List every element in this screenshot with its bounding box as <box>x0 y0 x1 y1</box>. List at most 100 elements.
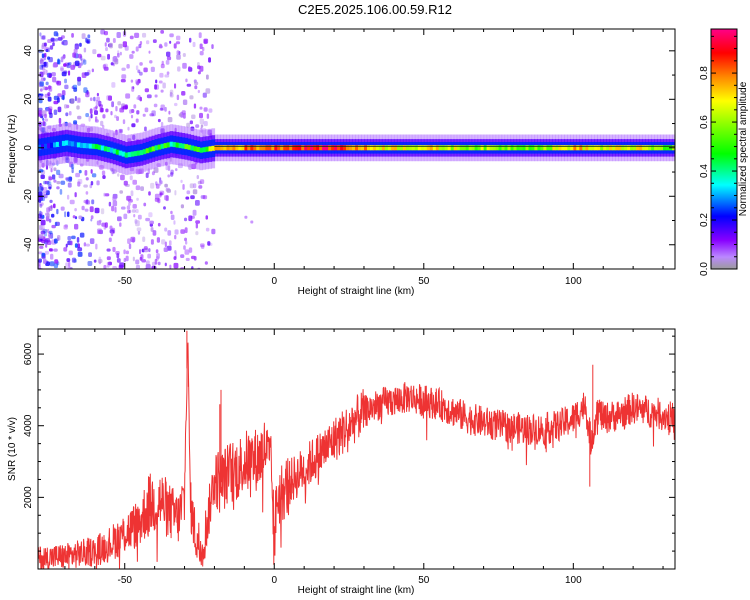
ridge-core-cell <box>426 145 431 151</box>
noise-cell <box>135 185 141 191</box>
noise-cell <box>159 192 163 196</box>
noise-cell <box>75 172 80 178</box>
noise-cell <box>38 186 43 192</box>
noise-cell <box>155 183 160 189</box>
noise-cell <box>84 170 88 176</box>
ridge-core-cell <box>621 145 625 151</box>
noise-cell <box>84 72 90 76</box>
noise-cell <box>120 79 126 83</box>
noise-cell <box>121 67 126 71</box>
ridge-core-cell <box>139 150 144 156</box>
noise-cell <box>158 80 163 84</box>
noise-cell <box>117 173 120 177</box>
ridge-core-cell <box>549 145 553 151</box>
noise-cell <box>131 86 135 92</box>
noise-cell <box>197 65 201 70</box>
noise-cell <box>161 239 166 245</box>
colorbar-ticks: 0.0 0.2 0.4 0.6 0.8 <box>699 35 737 276</box>
noise-cell <box>167 117 173 123</box>
noise-cell <box>118 43 123 49</box>
noise-cell <box>55 221 60 226</box>
noise-cell <box>77 80 81 86</box>
ridge-core-cell <box>411 145 416 151</box>
noise-cell <box>94 207 100 214</box>
noise-cell <box>184 217 188 222</box>
noise-cell <box>64 224 68 228</box>
ridge-core-cell <box>73 141 78 147</box>
ridge-core-cell <box>582 145 586 151</box>
noise-cell <box>157 261 161 266</box>
noise-cell <box>73 120 78 125</box>
ridge-core-cell <box>154 145 159 151</box>
noise-cell <box>39 71 44 78</box>
noise-cell <box>163 206 166 210</box>
noise-cell <box>78 53 82 59</box>
noise-cell <box>64 78 67 84</box>
noise-cell <box>122 105 128 110</box>
noise-cell <box>40 88 43 92</box>
ridge-core-cell <box>642 145 646 151</box>
ridge-core-cell <box>106 147 111 152</box>
noise-cell <box>199 112 203 119</box>
x-tick-label: -50 <box>118 575 133 586</box>
noise-cell <box>44 46 49 52</box>
ridge-core-cell <box>124 152 129 158</box>
noise-cell <box>39 210 42 217</box>
noise-cell <box>74 96 77 102</box>
noise-cell <box>152 261 156 267</box>
ridge-core-cell <box>465 145 470 151</box>
noise-cell <box>148 191 151 196</box>
ridge-core-cell <box>390 145 395 151</box>
ridge-core-cell <box>76 142 81 148</box>
ridge-core-cell <box>537 145 541 151</box>
noise-cell <box>137 230 141 235</box>
noise-cell <box>182 62 187 69</box>
ridge-core-cell <box>61 140 66 146</box>
noise-cell <box>78 169 82 174</box>
noise-cell <box>53 179 57 183</box>
ridge-core-cell <box>199 147 204 153</box>
noise-cell <box>176 50 180 55</box>
ridge-core-cell <box>450 145 455 151</box>
noise-cell <box>180 204 184 209</box>
spectrogram-frame <box>37 28 676 270</box>
noise-cell <box>115 106 118 112</box>
noise-cell <box>166 56 172 61</box>
noise-cell <box>67 62 72 66</box>
noise-cell <box>84 208 89 212</box>
noise-cell <box>152 39 157 43</box>
noise-cell <box>38 258 42 263</box>
noise-cell <box>58 173 64 179</box>
ridge-core-cell <box>340 145 344 151</box>
noise-cell <box>70 98 75 104</box>
ridge-core-cell <box>540 145 544 151</box>
noise-cell <box>98 256 102 262</box>
noise-cell <box>40 219 46 226</box>
noise-cell <box>39 64 44 70</box>
noise-cell <box>39 59 44 65</box>
noise-cell <box>205 88 211 94</box>
noise-cell <box>83 184 88 188</box>
noise-cell <box>96 180 100 186</box>
ridge-core-cell <box>438 145 443 151</box>
noise-cell <box>130 236 136 243</box>
noise-cell <box>90 169 93 174</box>
noise-cell <box>57 235 61 241</box>
noise-cell <box>71 235 76 240</box>
ridge-core-cell <box>355 145 359 151</box>
noise-cell <box>43 258 47 264</box>
noise-cell <box>189 183 194 189</box>
noise-cell <box>129 54 134 59</box>
noise-cell <box>103 192 106 197</box>
ridge-core-cell <box>405 145 410 151</box>
noise-cell <box>39 204 43 208</box>
noise-cell <box>140 186 144 191</box>
noise-cell <box>143 67 148 73</box>
ridge-core-cell <box>277 145 281 151</box>
ridge-core-cell <box>322 145 326 151</box>
noise-cell <box>155 79 158 84</box>
noise-cell <box>131 209 136 213</box>
noise-cell <box>140 254 144 260</box>
ridge-core-cell <box>64 140 69 146</box>
noise-cell <box>69 176 73 181</box>
